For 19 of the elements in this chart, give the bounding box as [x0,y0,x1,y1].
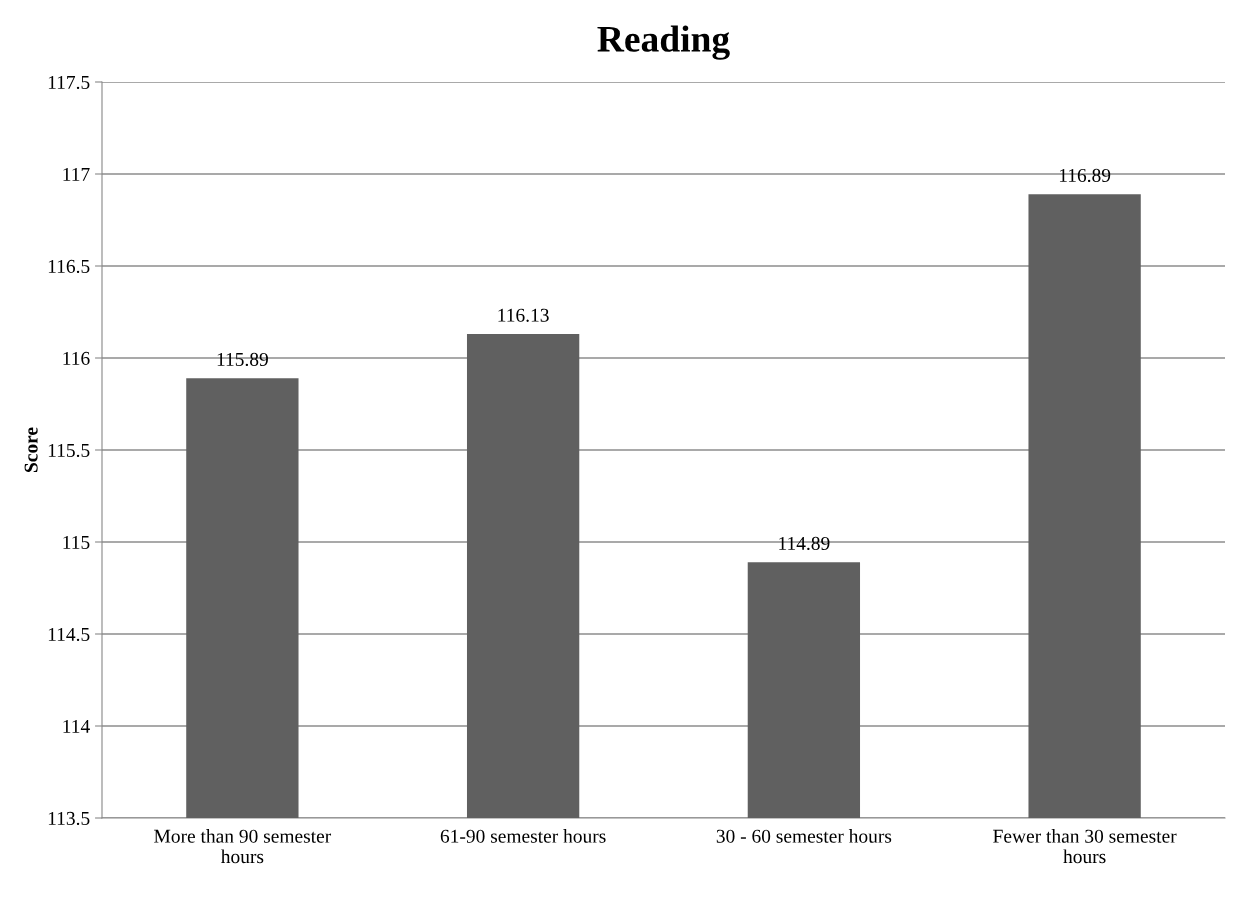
y-axis-title: Score [24,427,38,473]
y-tick-label: 114 [63,719,90,733]
data-label: 116.89 [1059,168,1111,183]
x-tick-label: 30 - 60 semester hours [716,829,892,843]
x-tick-label: More than 90 semester hours [154,829,332,864]
y-tick-label: 117 [63,167,90,181]
data-label: 114.89 [779,536,830,551]
data-label: 116.13 [498,308,549,322]
x-tick-label: Fewer than 30 semester hours [993,829,1177,864]
y-tick-label: 115.5 [48,443,90,458]
data-label: 115.89 [217,352,268,367]
y-tick-label: 116.5 [48,259,90,274]
y-tick-label: 114.5 [48,627,90,642]
x-tick-label: 61-90 semester hours [440,829,606,843]
y-tick-label: 116 [63,351,90,365]
y-tick-label: 113.5 [48,811,90,826]
y-tick-label: 115 [63,535,90,549]
y-tick-label: 117.5 [48,75,90,90]
chart-title: Reading [597,25,730,60]
